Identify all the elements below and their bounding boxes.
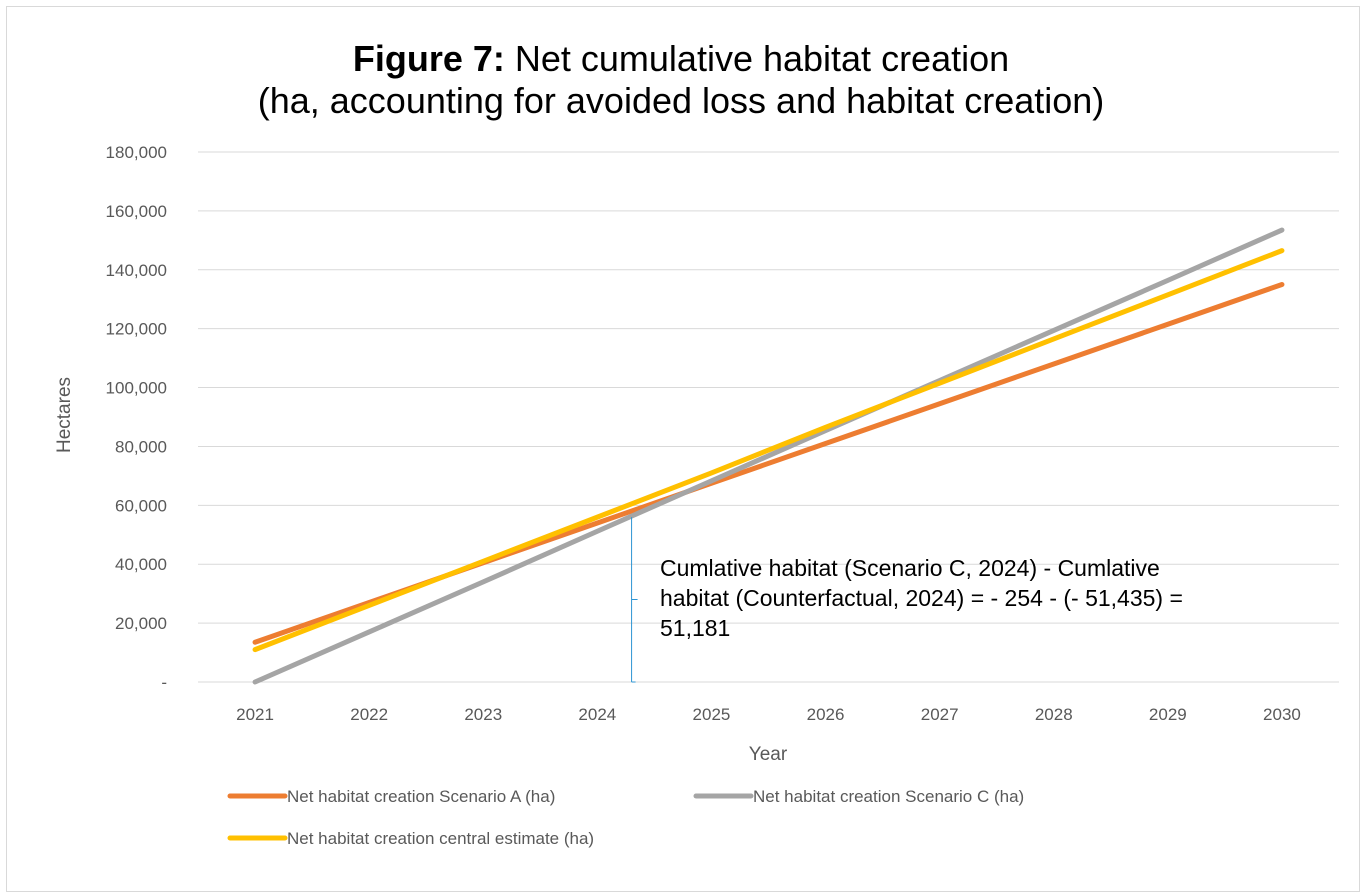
- y-tick-label: 40,000: [115, 555, 167, 574]
- annotation-bracket: [631, 517, 638, 683]
- legend: Net habitat creation Scenario A (ha) Net …: [227, 787, 1024, 848]
- chart-subtitle: (ha, accounting for avoided loss and hab…: [257, 80, 1105, 121]
- y-tick-label: 160,000: [106, 202, 167, 221]
- x-tick-label: 2025: [693, 705, 731, 724]
- x-tick-label: 2023: [464, 705, 502, 724]
- legend-label: Net habitat creation Scenario A (ha): [287, 787, 555, 806]
- x-tick-label: 2022: [350, 705, 388, 724]
- annotation-text: 51,181: [660, 615, 730, 641]
- y-tick-label: 140,000: [106, 261, 167, 280]
- series-line: [252, 227, 1285, 685]
- annotation: Cumlative habitat (Scenario C, 2024) - C…: [631, 517, 1183, 683]
- x-tick-label: 2024: [578, 705, 616, 724]
- x-tick-label: 2028: [1035, 705, 1073, 724]
- annotation-text: Cumlative habitat (Scenario C, 2024) - C…: [660, 555, 1160, 581]
- y-tick-label: 100,000: [106, 379, 167, 398]
- y-tick-label: 120,000: [106, 320, 167, 339]
- chart-title: Figure 7: Net cumulative habitat creatio…: [0, 38, 1362, 122]
- x-tick-label: 2027: [921, 705, 959, 724]
- x-tick-label: 2030: [1263, 705, 1301, 724]
- y-tick-label: 60,000: [115, 496, 167, 515]
- y-axis-ticks: - 20,000 40,000 60,000 80,000 100,000 120,000 1…: [106, 143, 167, 692]
- legend-label: Net habitat creation central estimate (h…: [287, 829, 594, 848]
- series-line: [252, 248, 1285, 653]
- y-axis-label: Hectares: [54, 377, 75, 453]
- x-axis-label: Year: [749, 744, 788, 765]
- y-tick-label: 180,000: [106, 143, 167, 162]
- legend-label: Net habitat creation Scenario C (ha): [753, 787, 1024, 806]
- series-lines: [252, 227, 1285, 685]
- y-tick-label: 80,000: [115, 437, 167, 456]
- x-tick-label: 2029: [1149, 705, 1187, 724]
- x-tick-label: 2026: [807, 705, 845, 724]
- title-text: Net cumulative habitat creation: [504, 38, 1010, 79]
- x-axis-ticks: 2021 2022 2023 2024 2025 2026 2027 2028 2029 2030: [236, 705, 1301, 724]
- y-tick-label: -: [161, 673, 167, 692]
- title-figure-label: Figure 7:: [352, 38, 505, 79]
- annotation-text: habitat (Counterfactual, 2024) = - 254 -…: [660, 585, 1183, 611]
- x-tick-label: 2021: [236, 705, 274, 724]
- chart-frame: [6, 6, 1360, 892]
- y-tick-label: 20,000: [115, 614, 167, 633]
